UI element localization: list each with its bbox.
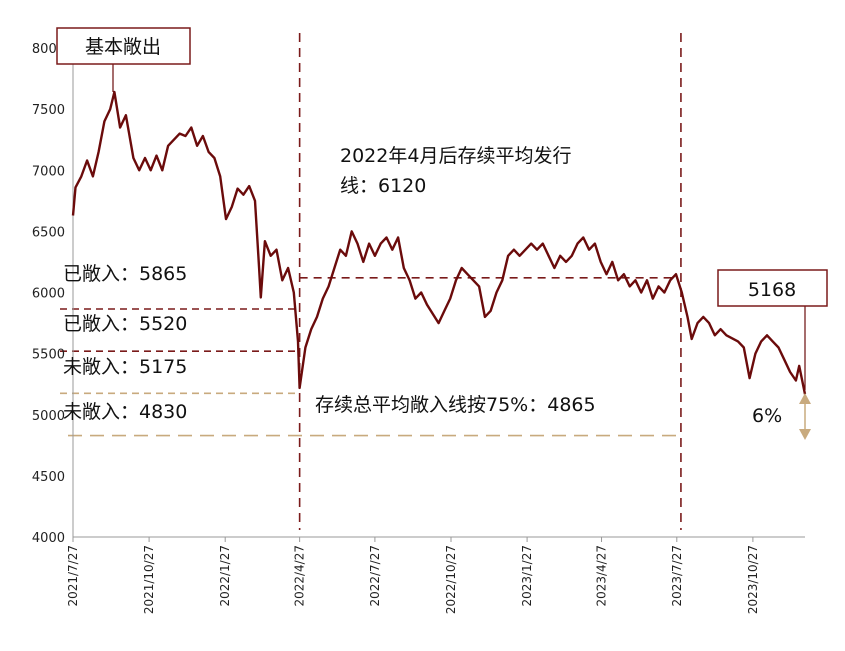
avg-issue-line-label: 2022年4月后存续平均发行 xyxy=(340,145,571,167)
y-tick-label: 6500 xyxy=(32,225,65,240)
x-tick-label: 2022/10/27 xyxy=(444,545,458,614)
y-tick-label: 5000 xyxy=(32,409,65,424)
hedged-in-label-1: 已敞入：5865 xyxy=(63,263,187,285)
price-series-line xyxy=(71,90,807,395)
period-divider-lines xyxy=(298,33,682,530)
peak-label: 基本敞出 xyxy=(85,36,161,58)
total-avg-line-label: 存续总平均敞入线按75%：4865 xyxy=(315,394,596,416)
x-tick-label: 2023/10/27 xyxy=(746,545,760,614)
not-hedged-label-2: 未敞入：4830 xyxy=(63,401,187,423)
x-tick-label: 2023/4/27 xyxy=(595,545,609,607)
avg-issue-line-label-2: 线：6120 xyxy=(340,175,426,197)
y-tick-label: 5500 xyxy=(32,348,65,363)
not-hedged-label-1: 未敞入：5175 xyxy=(63,356,187,378)
y-tick-label: 7000 xyxy=(32,164,65,179)
last-value-label: 5168 xyxy=(748,279,796,301)
x-tick-label: 2022/4/27 xyxy=(293,545,307,607)
x-tick-label: 2023/1/27 xyxy=(520,545,534,607)
hedged-in-label-2: 已敞入：5520 xyxy=(63,313,187,335)
last-value-box xyxy=(717,269,828,307)
y-tick-label: 4500 xyxy=(32,470,65,485)
x-tick-label: 2021/7/27 xyxy=(66,545,80,607)
x-tick-label: 2021/10/27 xyxy=(142,545,156,614)
y-tick-label: 6000 xyxy=(32,287,65,302)
x-tick-label: 2023/7/27 xyxy=(670,545,684,607)
y-tick-label: 4000 xyxy=(32,531,65,546)
reference-lines xyxy=(60,277,681,437)
y-tick-label: 7500 xyxy=(32,103,65,118)
x-tick-label: 2022/1/27 xyxy=(218,545,232,607)
x-axis: 2021/7/27 2021/10/27 2022/1/27 2022/4/27 202… xyxy=(66,536,805,614)
gap-arrow xyxy=(799,393,811,440)
x-tick-label: 2022/7/27 xyxy=(368,545,382,607)
peak-label-box xyxy=(56,27,191,65)
gap-percent-label: 6% xyxy=(752,405,782,427)
